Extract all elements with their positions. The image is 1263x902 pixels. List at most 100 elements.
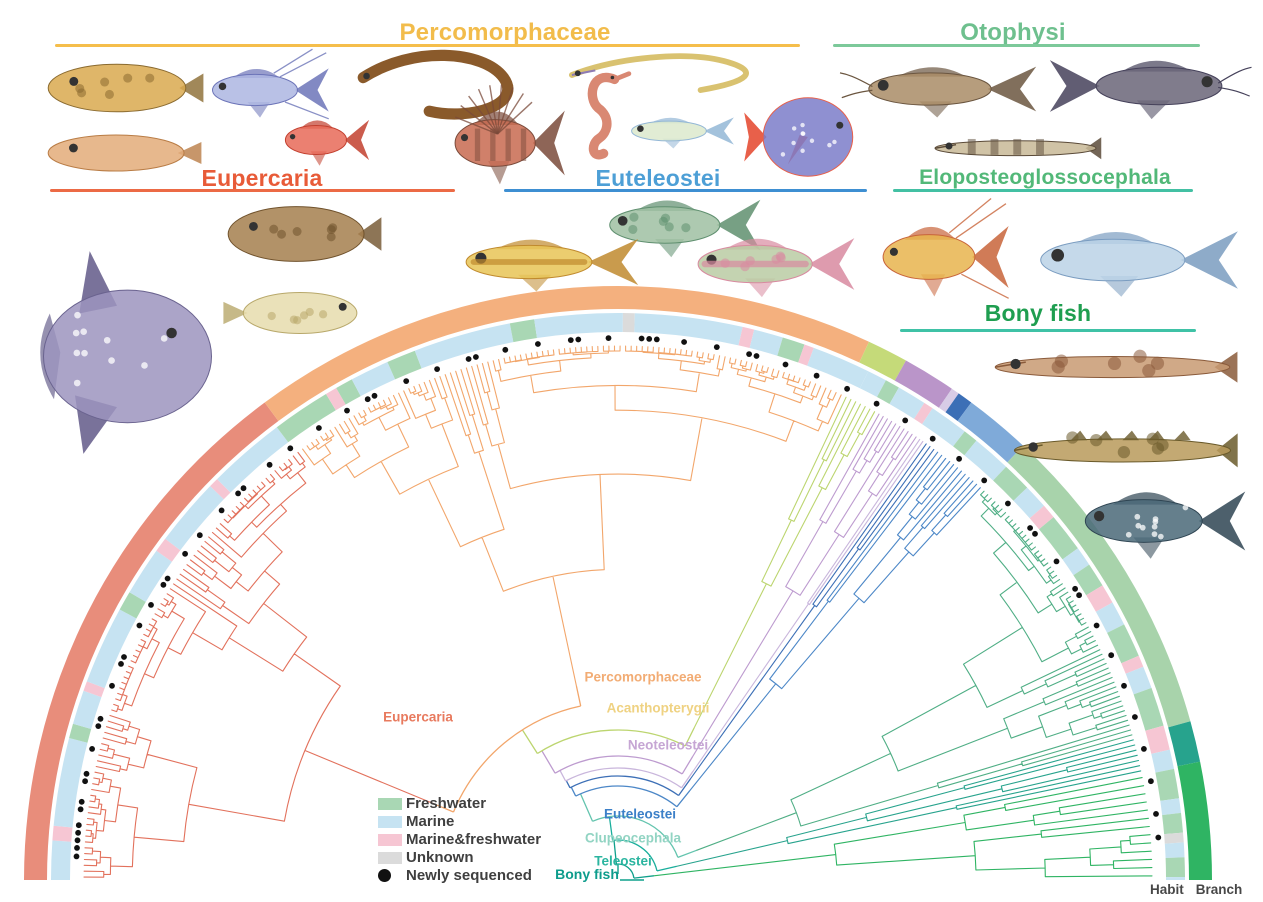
- fish-eye: [877, 79, 889, 91]
- fish-speckle: [1139, 524, 1146, 531]
- legend-item-unknown: Unknown: [378, 850, 541, 865]
- habit-ring-segment: [859, 371, 886, 397]
- newly-sequenced-dot: [1076, 592, 1082, 599]
- fish-finlet: [1070, 430, 1088, 441]
- habit-ring-segment: [1164, 832, 1184, 844]
- fish-tail-fin: [704, 117, 734, 145]
- branch-ring-segment: [1177, 761, 1212, 880]
- fish-fin-spine: [477, 88, 499, 135]
- habit-ring-segment: [1086, 585, 1113, 612]
- newly-sequenced-dot: [182, 550, 189, 557]
- fish-speckle: [80, 328, 87, 336]
- fish-speckle: [1151, 531, 1158, 538]
- newly-sequenced-dot: [981, 477, 988, 484]
- fish-barbel: [841, 89, 873, 99]
- habit-ring-segment: [1095, 602, 1125, 633]
- fish-speckle: [791, 140, 796, 146]
- fish-eye: [617, 215, 628, 226]
- habit-ring-segment: [1062, 548, 1090, 576]
- fish-fin-spine: [497, 101, 533, 135]
- fish-seahorse-illustration: [587, 71, 632, 160]
- fish-speckle: [800, 122, 805, 128]
- legend-label: Marine: [406, 813, 455, 830]
- habit-ring-segment: [798, 344, 814, 366]
- newly-sequenced-dot: [1027, 525, 1033, 531]
- fish-snout: [934, 143, 957, 149]
- fish-golden-trout-illustration: [465, 238, 639, 292]
- legend-color-swatch: [378, 851, 402, 864]
- habit-ring-segment: [69, 723, 92, 743]
- fish-body: [284, 124, 348, 156]
- newly-sequenced-dot: [164, 575, 171, 582]
- group-header-euteleostei: Euteleostei: [595, 165, 721, 191]
- habit-ring-segment: [217, 427, 289, 493]
- fish-barbel: [839, 72, 873, 88]
- habit-ring-segment: [1165, 857, 1185, 878]
- fish-spot: [1051, 360, 1065, 374]
- habit-ring-segment: [889, 387, 925, 419]
- fish-speckle: [800, 148, 805, 153]
- fish-body: [631, 120, 707, 142]
- habit-ring-segment: [276, 394, 336, 443]
- fish-trout-illustration: [609, 199, 761, 258]
- newly-sequenced-dot: [605, 335, 612, 341]
- fish-fin-spine: [455, 116, 498, 135]
- group-header-otophysi: Otophysi: [960, 19, 1066, 46]
- fish-eye: [836, 121, 844, 129]
- fish-snout: [995, 361, 1026, 368]
- newly-sequenced-dot: [746, 351, 752, 357]
- newly-sequenced-dot: [434, 366, 440, 372]
- fish-pufferfish-illustration: [223, 292, 358, 334]
- fish-spot: [123, 73, 133, 83]
- fish-eye: [1051, 248, 1065, 262]
- fish-eye: [338, 302, 347, 311]
- habit-ring-segment: [964, 440, 1007, 481]
- fish-tail-fin: [344, 119, 370, 161]
- newly-sequenced-dot: [97, 715, 104, 722]
- habit-ring-segment: [509, 319, 537, 343]
- clade-elopomorpha: [675, 739, 1142, 867]
- fish-fin-spine: [496, 93, 524, 135]
- branch-ring-segment: [894, 360, 952, 408]
- newly-sequenced-dot: [638, 335, 645, 342]
- newly-sequenced-dot: [653, 336, 660, 343]
- fish-tail-fin: [972, 226, 1009, 288]
- backbone-label-bony-fish: Bony fish: [555, 866, 619, 882]
- legend-dot-marker: [378, 869, 391, 882]
- group-header-underline-eloposteoglossocephala: [893, 189, 1193, 192]
- newly-sequenced-dot: [82, 778, 88, 785]
- fish-speckle: [1152, 516, 1159, 522]
- newly-sequenced-dot: [77, 806, 84, 813]
- habit-ring-segment: [86, 609, 137, 689]
- habit-ring-segment: [51, 840, 72, 880]
- tree-root: [617, 864, 644, 881]
- backbone-label-eupercaria: Eupercaria: [383, 709, 453, 725]
- group-header-eupercaria: Eupercaria: [201, 165, 323, 191]
- newly-sequenced-dot: [78, 798, 85, 805]
- habit-ring-segment: [1166, 877, 1186, 880]
- habit-ring-segment: [414, 323, 514, 369]
- fish-spot: [277, 229, 287, 239]
- legend-label: Unknown: [406, 849, 474, 866]
- newly-sequenced-dot: [196, 532, 203, 539]
- habit-ring-segment: [129, 550, 172, 602]
- fish-body: [242, 292, 358, 334]
- fish-fin-spine: [489, 85, 499, 135]
- newly-sequenced-dot: [73, 853, 80, 860]
- habit-ring-segment: [993, 466, 1028, 501]
- fish-body: [1084, 499, 1203, 543]
- newly-sequenced-dot: [465, 356, 472, 362]
- fish-body: [47, 63, 187, 113]
- newly-sequenced-dot: [1121, 682, 1127, 689]
- clade-percomorphaceae: [302, 345, 842, 687]
- newly-sequenced-dot: [240, 485, 247, 492]
- legend-color-swatch: [378, 797, 402, 810]
- fish-tail-fin: [987, 66, 1037, 112]
- fish-spot: [326, 232, 336, 242]
- backbone-node-percomorphaceae: [434, 686, 582, 813]
- backbone-node-darkblue: [565, 775, 691, 797]
- newly-sequenced-dot: [371, 392, 378, 399]
- newly-sequenced-dot: [1153, 811, 1159, 817]
- fish-speckle: [1135, 522, 1142, 529]
